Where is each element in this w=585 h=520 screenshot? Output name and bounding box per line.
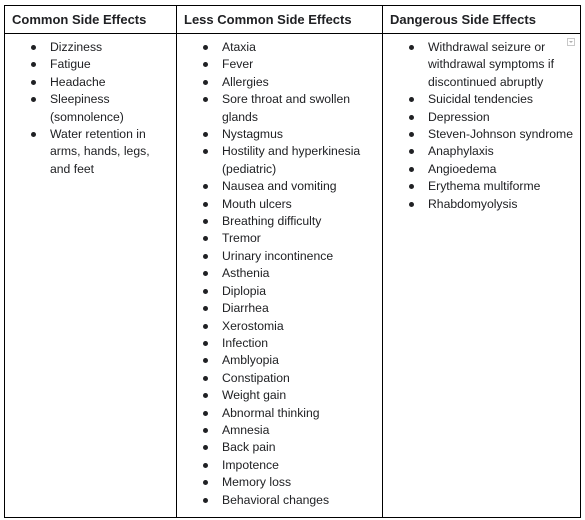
cell-dangerous-side-effects[interactable]: Withdrawal seizure or withdrawal symptom… — [382, 33, 581, 518]
side-effects-table: Common Side Effects Less Common Side Eff… — [4, 5, 581, 518]
list-item: Angioedema — [383, 161, 580, 178]
list-item: Fever — [177, 56, 382, 73]
list-item: Nausea and vomiting — [177, 178, 382, 195]
list-item: Tremor — [177, 230, 382, 247]
list-item: Behavioral changes — [177, 492, 382, 509]
less-common-side-effects-list: Ataxia Fever Allergies Sore throat and swol… — [177, 39, 382, 509]
list-item: Memory loss — [177, 474, 382, 491]
list-item: Mouth ulcers — [177, 196, 382, 213]
header-dangerous-side-effects[interactable]: Dangerous Side Effects — [382, 5, 581, 34]
list-item: Sore throat and swollen glands — [177, 91, 382, 126]
list-item: Diplopia — [177, 283, 382, 300]
list-item: Dizziness — [5, 39, 176, 56]
list-item: Impotence — [177, 457, 382, 474]
common-side-effects-list: Dizziness Fatigue Headache Sleepiness (somn… — [5, 39, 176, 178]
cell-less-common-side-effects[interactable]: Ataxia Fever Allergies Sore throat and swol… — [176, 33, 383, 518]
list-item: Diarrhea — [177, 300, 382, 317]
header-row: Common Side Effects Less Common Side Eff… — [4, 5, 581, 34]
list-item: Weight gain — [177, 387, 382, 404]
list-item: Constipation — [177, 370, 382, 387]
dangerous-side-effects-list: Withdrawal seizure or withdrawal symptom… — [383, 39, 580, 213]
list-item: Back pain — [177, 439, 382, 456]
list-item: Xerostomia — [177, 318, 382, 335]
list-item: Abnormal thinking — [177, 405, 382, 422]
list-item: Amnesia — [177, 422, 382, 439]
list-item: Withdrawal seizure or withdrawal symptom… — [383, 39, 580, 91]
list-item: Hostility and hyperkinesia (pediatric) — [177, 143, 382, 178]
list-item: Asthenia — [177, 265, 382, 282]
list-item: Steven-Johnson syndrome — [383, 126, 580, 143]
list-item: Breathing difficulty — [177, 213, 382, 230]
list-item: Water retention in arms, hands, legs, an… — [5, 126, 176, 178]
list-item: Suicidal tendencies — [383, 91, 580, 108]
list-item: Sleepiness (somnolence) — [5, 91, 176, 126]
cell-common-side-effects[interactable]: Dizziness Fatigue Headache Sleepiness (somn… — [4, 33, 177, 518]
list-item: Headache — [5, 74, 176, 91]
list-item: Ataxia — [177, 39, 382, 56]
header-less-common-side-effects[interactable]: Less Common Side Effects — [176, 5, 383, 34]
list-item: Anaphylaxis — [383, 143, 580, 160]
list-item: Infection — [177, 335, 382, 352]
list-item: Amblyopia — [177, 352, 382, 369]
list-item: Rhabdomyolysis — [383, 196, 580, 213]
cell-dropdown-icon[interactable] — [567, 38, 575, 46]
list-item: Fatigue — [5, 56, 176, 73]
body-row: Dizziness Fatigue Headache Sleepiness (somn… — [4, 33, 581, 518]
list-item: Erythema multiforme — [383, 178, 580, 195]
list-item: Urinary incontinence — [177, 248, 382, 265]
list-item: Allergies — [177, 74, 382, 91]
header-common-side-effects[interactable]: Common Side Effects — [4, 5, 177, 34]
list-item: Nystagmus — [177, 126, 382, 143]
list-item: Depression — [383, 109, 580, 126]
